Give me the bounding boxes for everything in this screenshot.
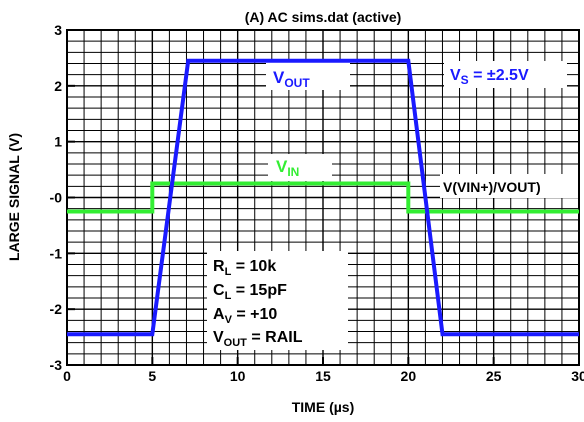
condition-vout: VOUT = RAIL: [213, 329, 303, 349]
vout-label: VOUT: [273, 68, 310, 90]
y-tick-label: -3: [50, 357, 63, 373]
vout-label-bg: [266, 61, 350, 90]
y-tick-labels: 3 2 1 -0 -1 -2 -3: [50, 22, 63, 373]
series-line-vout: [67, 58, 579, 337]
conditions-bg: [207, 251, 348, 350]
x-tick-label: 5: [148, 368, 156, 384]
chart-title: (A) AC sims.dat (active): [245, 9, 402, 25]
y-axis-label: LARGE SIGNAL (V): [6, 133, 22, 261]
vin-label-bg: [268, 154, 332, 181]
probe-label-bg: [440, 174, 578, 198]
vs-label-bg: [444, 61, 567, 88]
y-tick-label: 2: [54, 78, 62, 94]
y-tick-label: 1: [54, 134, 62, 150]
y-tick-label: -0: [50, 190, 63, 206]
x-tick-label: 30: [571, 368, 584, 384]
condition-rl: RL = 10k: [213, 258, 276, 278]
x-tick-label: 25: [486, 368, 502, 384]
vs-label: VS = ±2.5V: [450, 67, 529, 87]
axis-ticks: [66, 29, 580, 366]
y-tick-label: 3: [54, 22, 62, 38]
y-tick-label: -2: [50, 301, 63, 317]
condition-cl: CL = 15pF: [213, 282, 287, 302]
x-tick-labels: 0 5 10 15 20 25 30: [63, 368, 584, 384]
series-group: [67, 58, 579, 337]
conditions-block: RL = 10k CL = 15pF AV = +10 VOUT = RAIL: [213, 258, 303, 349]
probe-label: V(VIN+)/VOUT): [443, 179, 541, 195]
x-tick-label: 15: [315, 368, 331, 384]
vin-label: VIN: [276, 157, 299, 179]
x-tick-label: 10: [230, 368, 246, 384]
x-axis-label: TIME (µs): [292, 399, 355, 415]
y-tick-label: -1: [50, 245, 63, 261]
x-tick-label: 20: [401, 368, 417, 384]
x-tick-label: 0: [63, 368, 71, 384]
series-line-vin: [67, 181, 579, 214]
condition-av: AV = +10: [213, 306, 277, 326]
